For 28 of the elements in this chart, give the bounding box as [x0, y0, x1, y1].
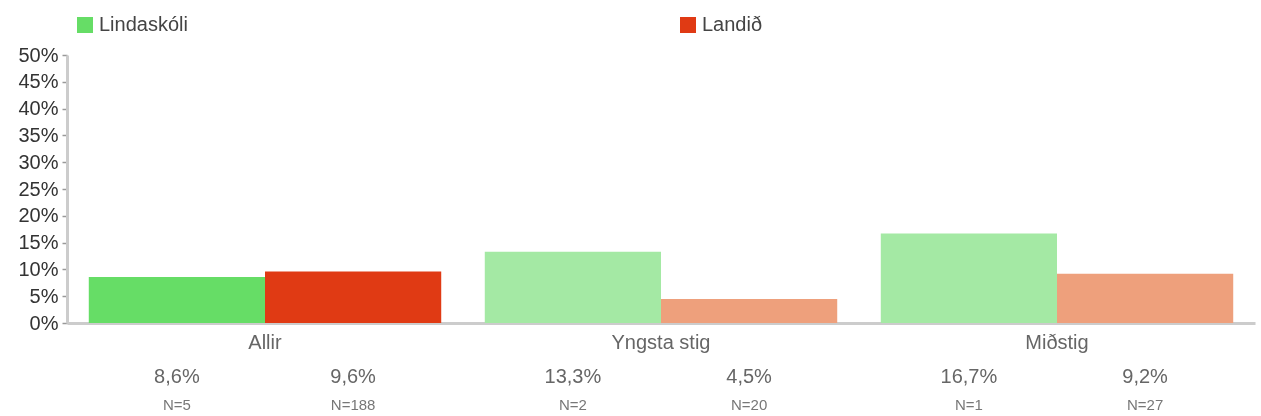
legend-label: Landið	[702, 13, 763, 35]
y-tick-label: 25%	[18, 177, 59, 200]
text: 9,2% N=27	[1122, 365, 1168, 413]
x-tick-label: Yngsta stig	[611, 330, 711, 353]
y-tick-label: 5%	[29, 284, 59, 307]
y-tick-label: 35%	[18, 123, 59, 146]
y-tick-label: 20%	[18, 204, 59, 227]
bar	[661, 298, 838, 323]
y-tick-label: 15%	[18, 231, 59, 254]
bar	[880, 233, 1057, 323]
bar	[265, 271, 442, 323]
x-tick-label: Miðstig	[1025, 330, 1089, 353]
text: 16,7% N=1	[940, 365, 998, 413]
bar	[484, 251, 661, 323]
text: 4,5% N=20	[726, 365, 772, 413]
x-tick-label: Allir	[248, 330, 282, 353]
bar	[88, 276, 265, 323]
y-tick-label: 30%	[18, 150, 59, 173]
text: 8,6% N=5	[154, 365, 200, 413]
y-tick-label: 50%	[18, 43, 59, 66]
bar	[1057, 273, 1234, 323]
legend-label: Lindaskóli	[99, 13, 188, 35]
y-tick-label: 40%	[18, 97, 59, 120]
y-tick-label: 10%	[18, 257, 59, 280]
text: 13,3% N=2	[544, 365, 602, 413]
y-tick-label: 45%	[18, 70, 59, 93]
text: 9,6% N=188	[330, 365, 376, 413]
y-tick-label: 0%	[29, 311, 59, 334]
